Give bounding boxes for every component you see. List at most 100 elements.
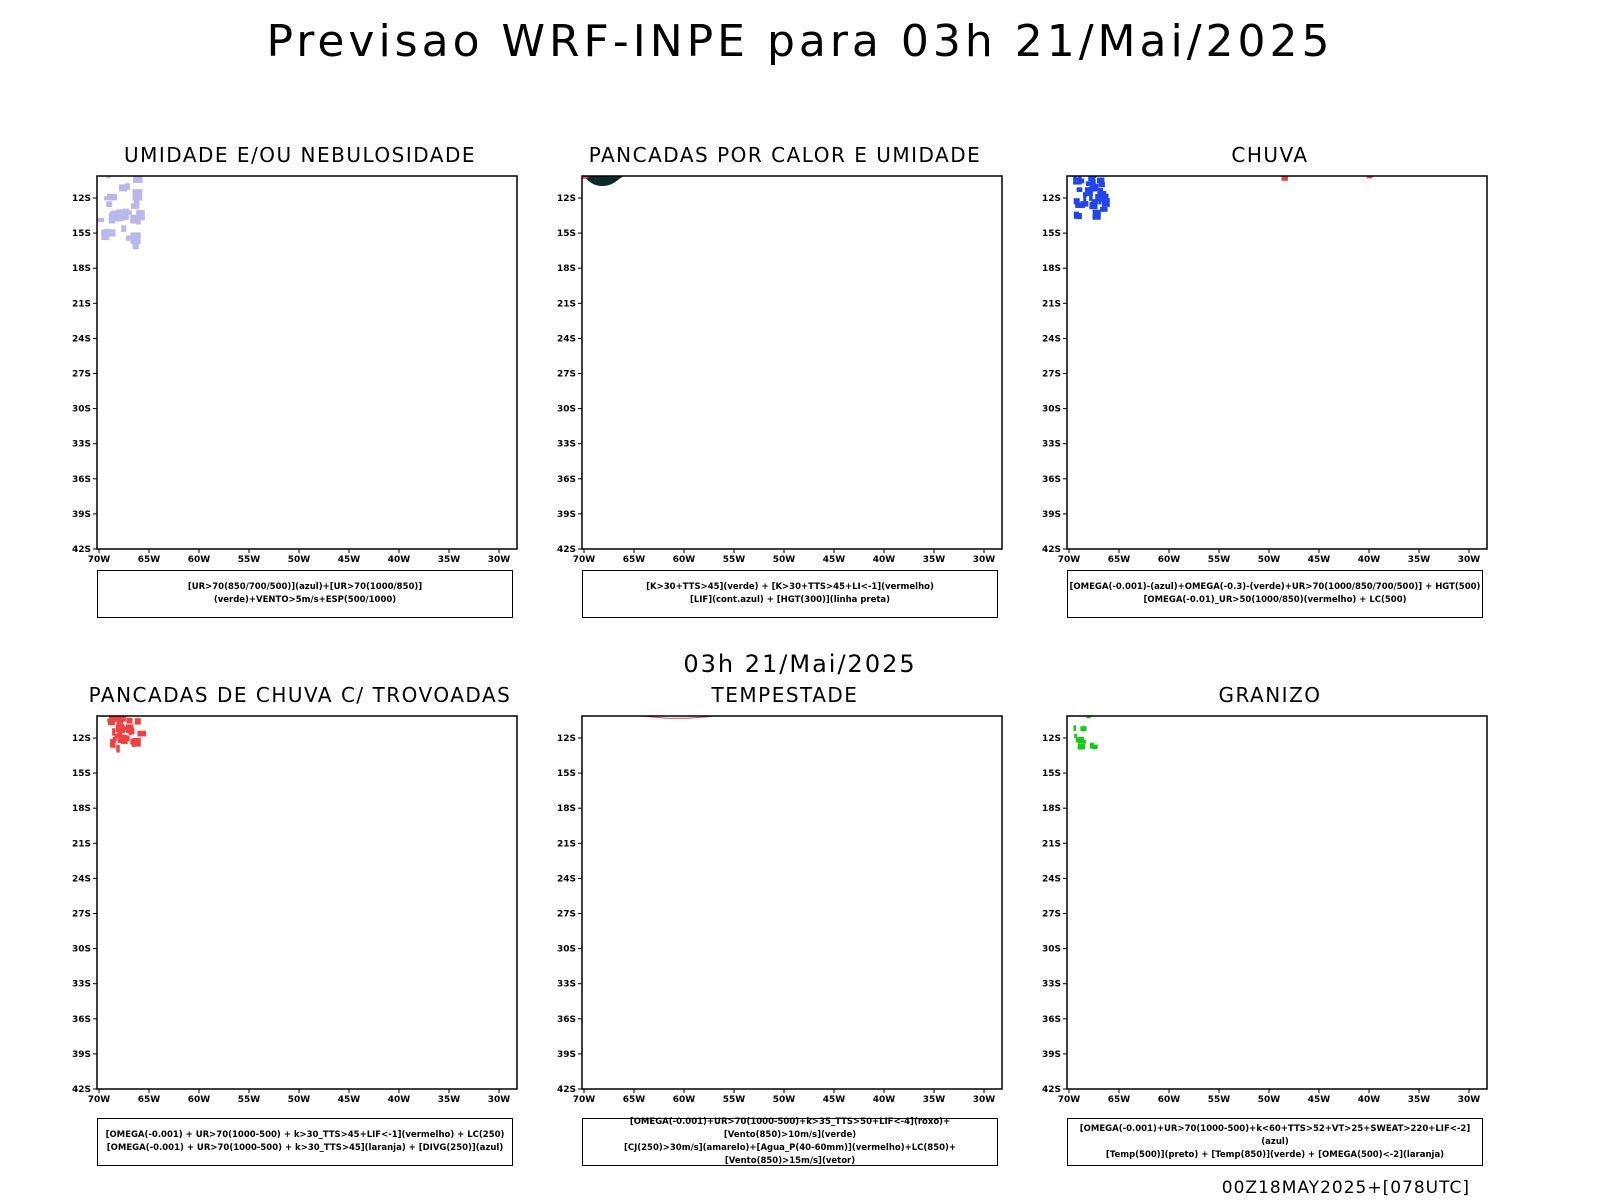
legend-line: [OMEGA(-0.001) + UR>70(1000-500) + k>30_… xyxy=(105,1130,505,1140)
lat-tick-label: 39S xyxy=(72,1050,91,1060)
lon-tick-label: 50W xyxy=(1258,1095,1281,1105)
lat-tick-label: 15S xyxy=(72,229,91,239)
lon-tick-label: 65W xyxy=(138,555,161,565)
lon-tick-label: 50W xyxy=(773,1095,796,1105)
lon-tick-label: 40W xyxy=(1358,555,1381,565)
lat-tick-label: 21S xyxy=(72,299,91,309)
lat-tick-label: 42S xyxy=(72,1085,91,1095)
lat-tick-label: 30S xyxy=(72,405,91,415)
lat-tick-label: 18S xyxy=(72,804,91,814)
legend-line: [OMEGA(-0.001)-(azul)+OMEGA(-0.3)-(verde… xyxy=(1069,582,1481,592)
lon-tick-label: 45W xyxy=(823,1095,846,1105)
lat-tick-label: 21S xyxy=(557,299,576,309)
lat-tick-label: 33S xyxy=(557,440,576,450)
lat-tick-label: 39S xyxy=(557,510,576,520)
map-frame xyxy=(581,715,1003,1090)
lon-tick-label: 50W xyxy=(288,1095,311,1105)
lat-tick-label: 15S xyxy=(1042,769,1061,779)
panel-title: PANCADAS DE CHUVA C/ TROVOADAS xyxy=(88,683,512,707)
lat-tick-label: 18S xyxy=(557,264,576,274)
lon-tick-label: 70W xyxy=(88,1095,111,1105)
lon-tick-label: 40W xyxy=(388,555,411,565)
lat-tick-label: 30S xyxy=(557,945,576,955)
lat-tick-label: 12S xyxy=(1042,734,1061,744)
lat-tick-label: 36S xyxy=(557,475,576,485)
lon-tick-label: 65W xyxy=(623,1095,646,1105)
lon-tick-label: 50W xyxy=(773,555,796,565)
lon-tick-label: 55W xyxy=(238,1095,261,1105)
lon-tick-label: 55W xyxy=(723,1095,746,1105)
lon-tick-label: 40W xyxy=(1358,1095,1381,1105)
panel-legend: [OMEGA(-0.001)+UR>70(1000-500)+k>35_TTS>… xyxy=(582,1117,998,1166)
map-frame xyxy=(1066,175,1488,550)
lat-tick-label: 27S xyxy=(1042,370,1061,380)
legend-line: [Temp(500)](preto) + [Temp(850)](verde) … xyxy=(1105,1149,1445,1160)
lon-tick-label: 45W xyxy=(1308,555,1331,565)
lon-tick-label: 35W xyxy=(438,555,461,565)
lat-tick-label: 42S xyxy=(72,545,91,555)
lon-tick-label: 60W xyxy=(188,555,211,565)
lat-tick-label: 30S xyxy=(72,945,91,955)
lon-tick-label: 60W xyxy=(188,1095,211,1105)
lat-tick-label: 30S xyxy=(1042,405,1061,415)
lon-tick-label: 30W xyxy=(488,1095,511,1105)
map-canvas: 5825825825795795765765735735705705675675… xyxy=(1042,175,1488,565)
legend-line: [OMEGA(-0.001)+UR>70(1000-500)+k>35_TTS>… xyxy=(629,1117,951,1140)
lat-tick-label: 30S xyxy=(557,405,576,415)
lat-tick-label: 21S xyxy=(1042,299,1061,309)
lat-tick-label: 39S xyxy=(1042,1050,1061,1060)
lat-tick-label: 36S xyxy=(557,1015,576,1025)
map-canvas: 9600960095209520952094409440936093609280… xyxy=(557,175,1003,565)
lon-tick-label: 70W xyxy=(573,555,596,565)
lon-tick-label: 55W xyxy=(238,555,261,565)
lon-tick-label: 50W xyxy=(1258,555,1281,565)
lon-tick-label: 30W xyxy=(1458,1095,1481,1105)
lon-tick-label: 70W xyxy=(1058,1095,1081,1105)
lon-tick-label: 55W xyxy=(1208,1095,1231,1105)
lat-tick-label: 33S xyxy=(72,440,91,450)
panel-title: PANCADAS POR CALOR E UMIDADE xyxy=(588,143,982,167)
panel-legend: [OMEGA(-0.001)-(azul)+OMEGA(-0.3)-(verde… xyxy=(1067,570,1483,618)
lat-tick-label: 15S xyxy=(72,769,91,779)
panel-legend: [OMEGA(-0.001) + UR>70(1000-500) + k>30_… xyxy=(97,1118,513,1166)
lat-tick-label: 21S xyxy=(72,839,91,849)
lon-tick-label: 30W xyxy=(488,555,511,565)
lat-tick-label: 39S xyxy=(557,1050,576,1060)
lat-tick-label: 27S xyxy=(72,910,91,920)
lat-tick-label: 36S xyxy=(72,1015,91,1025)
panel-title: GRANIZO xyxy=(1218,683,1322,707)
lat-tick-label: 33S xyxy=(72,980,91,990)
lon-tick-label: 60W xyxy=(673,1095,696,1105)
lon-tick-label: 70W xyxy=(573,1095,596,1105)
lat-tick-label: 18S xyxy=(1042,264,1061,274)
lat-tick-label: 24S xyxy=(557,334,576,344)
lat-tick-label: 27S xyxy=(1042,910,1061,920)
lon-tick-label: 35W xyxy=(1408,555,1431,565)
lon-tick-label: 60W xyxy=(1158,555,1181,565)
lat-tick-label: 24S xyxy=(1042,334,1061,344)
lon-tick-label: 35W xyxy=(923,555,946,565)
lat-tick-label: 42S xyxy=(557,545,576,555)
lat-tick-label: 27S xyxy=(557,370,576,380)
lat-tick-label: 42S xyxy=(1042,1085,1061,1095)
map-frame xyxy=(96,175,518,550)
lat-tick-label: 12S xyxy=(557,734,576,744)
legend-line: [OMEGA(-0.001) + UR>70(1000-500) + k>30_… xyxy=(106,1143,504,1153)
lon-tick-label: 40W xyxy=(388,1095,411,1105)
lat-tick-label: 42S xyxy=(1042,545,1061,555)
panel-title: CHUVA xyxy=(1231,143,1309,167)
lat-tick-label: 15S xyxy=(557,229,576,239)
legend-line: [OMEGA(-0.01)_UR>50(1000/850)(vermelho) … xyxy=(1143,595,1407,605)
lat-tick-label: 33S xyxy=(1042,980,1061,990)
legend-line: [K>30+TTS>45](verde) + [K>30+TTS>45+LI<-… xyxy=(646,582,934,592)
legend-line: [LIF](cont.azul) + [HGT(300)](linha pret… xyxy=(689,595,891,605)
lat-tick-label: 21S xyxy=(1042,839,1061,849)
legend-line: [OMEGA(-0.001)+UR>70(1000-500)+k<60+TTS>… xyxy=(1079,1123,1471,1147)
lat-tick-label: 33S xyxy=(1042,440,1061,450)
lat-tick-label: 18S xyxy=(557,804,576,814)
lon-tick-label: 40W xyxy=(873,1095,896,1105)
lat-tick-label: 18S xyxy=(1042,804,1061,814)
lat-tick-label: 12S xyxy=(72,194,91,204)
lon-tick-label: 65W xyxy=(1108,1095,1131,1105)
